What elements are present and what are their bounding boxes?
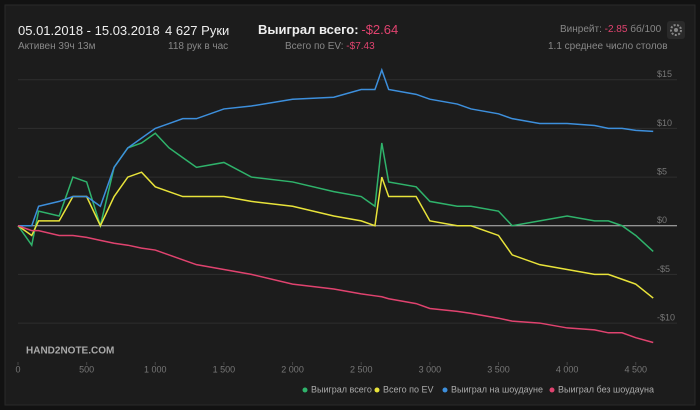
active-time: Активен 39ч 13м (18, 41, 96, 52)
x-tick-label: 3 500 (487, 364, 510, 374)
y-tick-label: $15 (657, 69, 672, 79)
x-tick-label: 1 500 (213, 364, 236, 374)
won-value: -$2.64 (361, 22, 399, 37)
series-line (18, 67, 654, 227)
series-line (17, 225, 654, 344)
panel (4, 4, 696, 406)
won-block: Выиграл всего: -$2.64 (258, 22, 398, 37)
settings-icon[interactable] (667, 21, 685, 39)
legend-swatch (302, 387, 308, 393)
hands: 4 627 Руки (165, 23, 230, 38)
x-tick-label: 4 000 (556, 364, 579, 374)
y-tick-label: $5 (657, 166, 667, 176)
x-tick-label: 2 000 (281, 364, 304, 374)
x-tick-label: 1 000 (144, 364, 167, 374)
y-tick-label: $0 (657, 215, 667, 225)
date-range: 05.01.2018 - 15.03.2018 (18, 23, 160, 38)
series-line (17, 171, 654, 299)
x-tick-label: 2 500 (350, 364, 373, 374)
legend-label: Выиграл всего (311, 384, 372, 394)
x-tick-label: 3 000 (419, 364, 442, 374)
won-label: Выиграл всего: (258, 22, 359, 37)
hands-per-hour: 118 рук в час (168, 41, 229, 52)
legend-swatch (442, 387, 448, 393)
winrate-label: Винрейт: (560, 24, 602, 35)
tables: 1.1 среднее число столов (548, 41, 668, 52)
y-tick-label: -$10 (657, 312, 675, 322)
x-tick-label: 0 (15, 364, 20, 374)
x-tick-label: 4 500 (625, 364, 648, 374)
legend-label: Выиграл без шоудауна (558, 384, 654, 394)
legend-swatch (374, 387, 380, 393)
gear[interactable] (670, 24, 682, 36)
ev-value: -$7.43 (346, 41, 375, 52)
x-tick-label: 500 (79, 364, 94, 374)
ev-block: Всего по EV: -$7.43 (285, 41, 375, 52)
legend-swatch (549, 387, 555, 393)
gear-center[interactable] (674, 28, 678, 32)
legend-label: Выиграл на шоудауне (451, 384, 543, 394)
winrate-unit: бб/100 (630, 24, 662, 35)
winrate-block: Винрейт: -2.85 бб/100 (560, 24, 661, 35)
legend-label: Всего по EV (383, 384, 433, 394)
y-tick-label: $10 (657, 118, 672, 128)
watermark: HAND2NOTE.COM (26, 346, 114, 357)
winrate-value: -2.85 (604, 24, 628, 35)
ev-label: Всего по EV: (285, 41, 344, 52)
y-tick-label: -$5 (657, 264, 670, 274)
series-line (17, 132, 654, 252)
